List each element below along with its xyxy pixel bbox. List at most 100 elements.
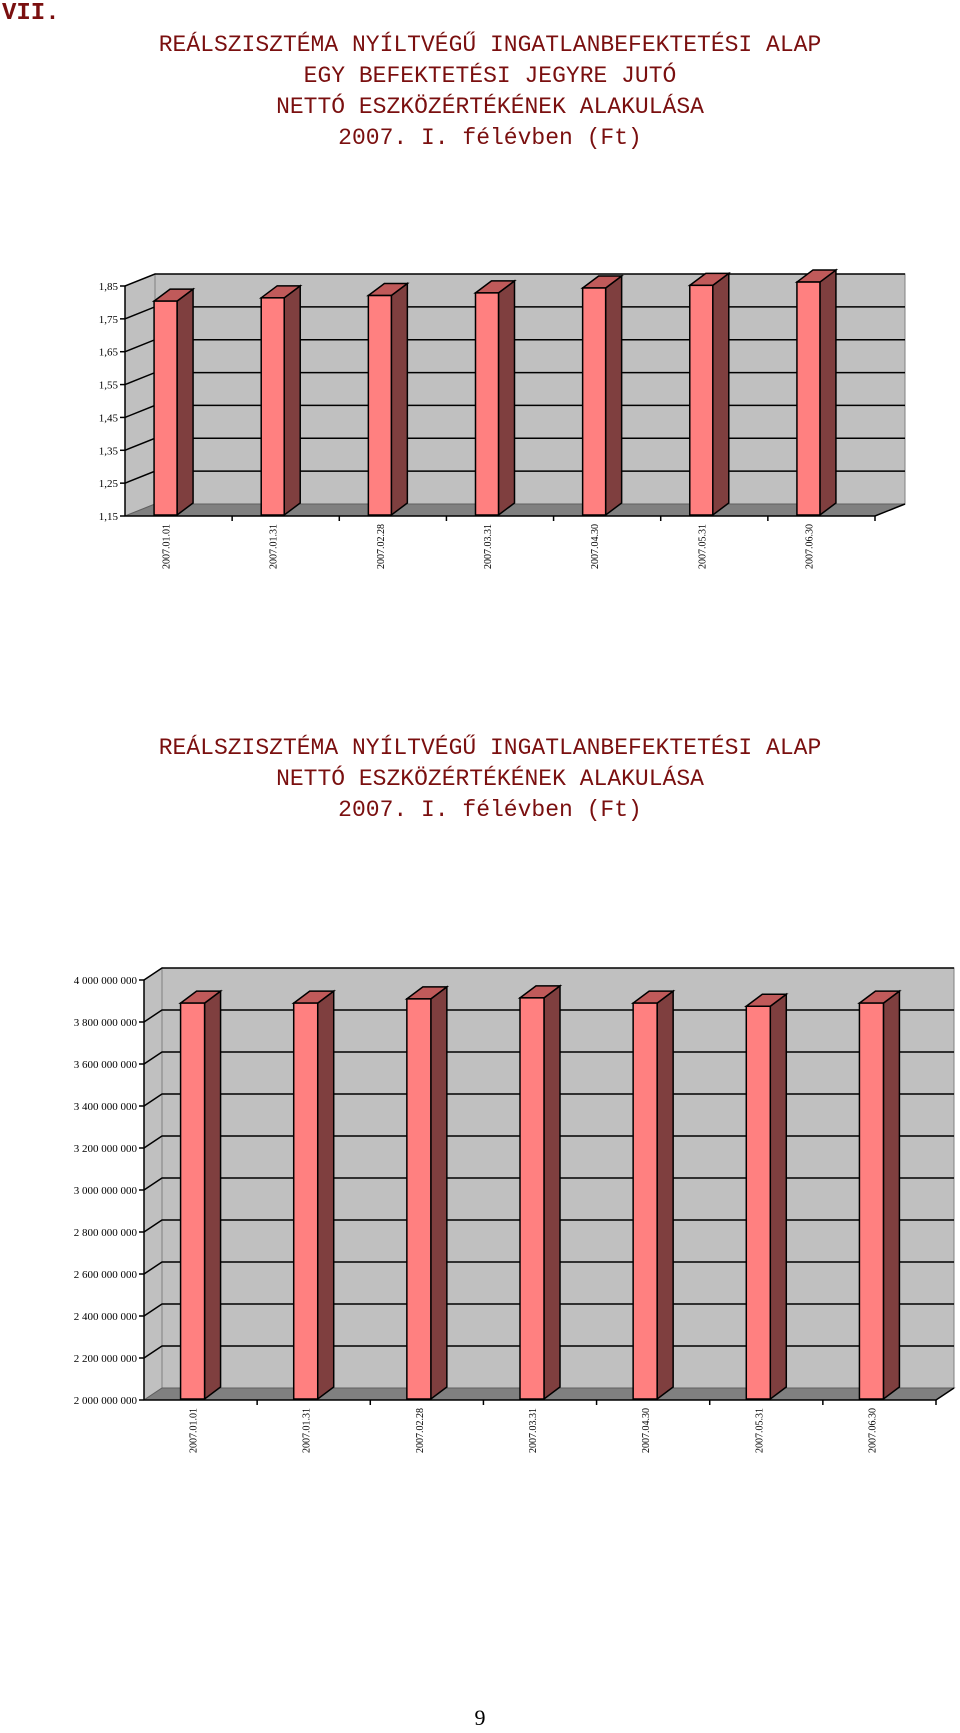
chart-1-bar-side: [604, 274, 623, 517]
chart-2-y-tick-label: 2 200 000 000: [74, 1353, 138, 1365]
chart-2-bar-side: [203, 989, 222, 1401]
chart-2-title-line: REÁLSZISZTÉMA NYÍLTVÉGŰ INGATLANBEFEKTET…: [158, 735, 822, 761]
chart-2-bar-front: [179, 1002, 206, 1400]
chart-2-x-tick-label: 2007.05.31: [754, 1408, 765, 1453]
chart-2-gridline: [143, 1345, 954, 1359]
chart-1-y-tick-label: 1,25: [99, 478, 119, 490]
chart-1-bar-front: [367, 294, 393, 516]
chart-2-gridline: [143, 1177, 954, 1191]
chart-2-bar-side: [430, 985, 448, 1401]
chart-1-x-tick-label: 2007.04.30: [590, 524, 601, 569]
chart-2-bar-front: [745, 1005, 772, 1400]
chart-1-bar-side: [176, 287, 194, 517]
chart-2-x-tick-label: 2007.02.28: [415, 1408, 426, 1453]
chart-1-bar-side: [283, 284, 301, 517]
chart-2-bar: [517, 984, 563, 1401]
chart-2-net-asset-value: 2 000 000 000 2 200 000 000 2 400 000 000 2…: [74, 967, 956, 1453]
chart-2-x-tick-label: 2007.03.31: [528, 1408, 539, 1453]
chart-2-bar-side: [769, 992, 788, 1401]
chart-2-y-tick-label: 3 000 000 000: [74, 1185, 138, 1197]
chart-2-gridline: [143, 1219, 954, 1233]
chart-1-y-tick-label: 1,65: [99, 347, 119, 359]
chart-2-gridline: [143, 1261, 954, 1275]
chart-2-y-tick-label: 3 400 000 000: [74, 1101, 138, 1113]
chart-1-bar-front: [474, 292, 500, 516]
chart-2-title-line: 2007. I. félévben (Ft): [338, 797, 642, 823]
chart-2-bar-front: [632, 1002, 658, 1400]
chart-2-x-tick-label: 2007.06.30: [867, 1408, 878, 1453]
chart-1-bar: [473, 279, 517, 517]
chart-2-gridline: [143, 967, 954, 981]
chart-1-bar: [151, 287, 196, 517]
chart-1-gridline: [124, 273, 905, 287]
chart-2-bar-front: [406, 998, 432, 1400]
chart-1-y-tick-label: 1,45: [99, 412, 119, 424]
chart-2-bar: [857, 989, 902, 1401]
chart-1-bar-front: [581, 287, 607, 516]
chart-2-bar: [744, 992, 789, 1401]
chart-1-bar: [258, 284, 303, 517]
chart-2-y-tick-label: 2 400 000 000: [74, 1311, 138, 1323]
chart-2-bar-side: [316, 989, 335, 1401]
chart-1-title-line: REÁLSZISZTÉMA NYÍLTVÉGŰ INGATLANBEFEKTET…: [158, 32, 822, 58]
chart-2-bar: [404, 985, 450, 1401]
chart-1-y-tick-label: 1,85: [99, 281, 119, 293]
chart-2-bar-side: [656, 989, 674, 1401]
chart-2-title-line: NETTÓ ESZKÖZÉRTÉKÉNEK ALAKULÁSA: [276, 766, 704, 792]
chart-2-y-tick-label: 2 800 000 000: [74, 1227, 138, 1239]
chart-2-title: REÁLSZISZTÉMA NYÍLTVÉGŰ INGATLANBEFEKTET…: [80, 733, 900, 826]
chart-1-x-tick-label: 2007.01.01: [162, 524, 173, 569]
chart-1-bar-side: [819, 268, 837, 517]
chart-1-bar-front: [796, 281, 821, 516]
chart-1-y-tick-label: 1,35: [99, 445, 119, 457]
chart-2-y-tick-label: 3 800 000 000: [74, 1017, 138, 1029]
page-number: 9: [474, 1705, 486, 1730]
chart-2-y-tick-label: 3 600 000 000: [74, 1059, 138, 1071]
section-label: VII.: [2, 0, 60, 27]
chart-2-gridline: [143, 1303, 954, 1317]
chart-1-bar-front: [260, 297, 285, 516]
chart-1-bar-side: [390, 282, 409, 517]
chart-1-bar: [687, 271, 732, 517]
chart-2-y-tick-label: 4 000 000 000: [74, 975, 138, 987]
chart-1-title-line: NETTÓ ESZKÖZÉRTÉKÉNEK ALAKULÁSA: [276, 94, 704, 120]
chart-1-y-tick-label: 1,75: [99, 314, 119, 326]
chart-1-y-tick-label: 1,55: [99, 380, 119, 392]
chart-1-x-tick-label: 2007.01.31: [269, 524, 280, 569]
chart-1-x-tick-label: 2007.06.30: [804, 524, 815, 569]
chart-1-y-tick-label: 1,15: [99, 511, 119, 523]
chart-1-bar: [366, 282, 410, 517]
chart-2-bar-side: [543, 984, 561, 1401]
chart-2-bar-side: [882, 989, 901, 1401]
chart-1-floor: [124, 503, 906, 517]
chart-2-y-tick-label: 2 600 000 000: [74, 1269, 138, 1281]
chart-1-bar: [580, 274, 624, 517]
chart-2-bar-front: [858, 1002, 885, 1400]
chart-2-x-tick-label: 2007.01.01: [189, 1408, 200, 1453]
chart-2-bar-front: [292, 1002, 319, 1400]
chart-2-y-tick-label: 3 200 000 000: [74, 1143, 138, 1155]
chart-1-bar-side: [712, 271, 730, 517]
chart-1-title-line: 2007. I. félévben (Ft): [338, 125, 642, 151]
chart-2-bar: [291, 989, 336, 1401]
chart-2-x-tick-label: 2007.01.31: [302, 1408, 313, 1453]
chart-2-gridline: [143, 1093, 954, 1107]
chart-2-bar-front: [519, 997, 545, 1400]
chart-2-x-tick-label: 2007.04.30: [641, 1408, 652, 1453]
chart-1-side-wall: [124, 273, 156, 517]
chart-1-x-tick-label: 2007.02.28: [376, 524, 387, 569]
chart-2-bar: [630, 989, 676, 1401]
chart-2-gridline: [143, 1009, 954, 1023]
chart-1-bar-front: [689, 284, 714, 516]
chart-1-bar-front: [153, 300, 178, 516]
chart-2-gridline: [143, 1135, 954, 1149]
chart-1-title-line: EGY BEFEKTETÉSI JEGYRE JUTÓ: [303, 63, 677, 89]
chart-2-gridline: [143, 1051, 954, 1065]
chart-1-x-tick-label: 2007.05.31: [697, 524, 708, 569]
chart-1-nav-per-unit: 1,15 1,25 1,35 1,45 1,55 1,65 1,75 1,85 2007.01.…: [99, 268, 906, 569]
chart-1-title: REÁLSZISZTÉMA NYÍLTVÉGŰ INGATLANBEFEKTET…: [80, 30, 900, 154]
chart-2-y-tick-label: 2 000 000 000: [74, 1395, 138, 1407]
chart-2-bar: [178, 989, 223, 1401]
chart-1-bar-side: [497, 279, 516, 517]
chart-1-x-tick-label: 2007.03.31: [483, 524, 494, 569]
